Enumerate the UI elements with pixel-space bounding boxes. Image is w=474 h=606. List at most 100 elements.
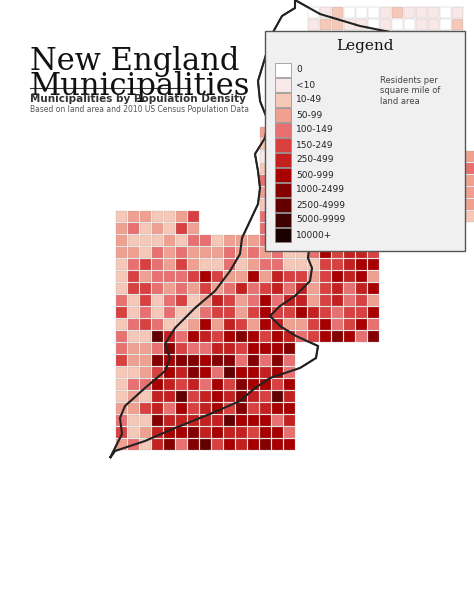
Bar <box>452 55 463 66</box>
Bar <box>152 415 163 426</box>
Bar <box>212 403 223 414</box>
Bar <box>368 91 379 102</box>
Bar <box>188 355 199 366</box>
Bar <box>428 79 439 90</box>
Bar <box>344 19 355 30</box>
Bar <box>308 115 319 126</box>
Bar <box>380 7 391 18</box>
Bar <box>224 295 235 306</box>
Bar <box>452 67 463 78</box>
Bar <box>404 67 415 78</box>
Bar <box>188 415 199 426</box>
Bar <box>188 259 199 270</box>
Bar <box>368 187 379 198</box>
Bar <box>260 403 271 414</box>
Bar <box>140 343 151 354</box>
Bar <box>296 295 307 306</box>
Bar <box>200 307 211 318</box>
Bar <box>392 163 403 174</box>
Bar <box>392 151 403 162</box>
Bar <box>368 271 379 282</box>
Bar <box>212 235 223 246</box>
Bar <box>404 55 415 66</box>
Bar <box>344 283 355 294</box>
Bar <box>416 139 427 150</box>
Bar <box>308 43 319 54</box>
Bar <box>308 211 319 222</box>
Bar <box>224 271 235 282</box>
Bar <box>272 139 283 150</box>
Bar <box>344 175 355 186</box>
Bar <box>260 271 271 282</box>
Bar <box>188 295 199 306</box>
Bar <box>452 91 463 102</box>
Bar <box>452 163 463 174</box>
Bar <box>164 427 175 438</box>
Bar <box>320 67 331 78</box>
Bar <box>452 139 463 150</box>
Bar <box>272 175 283 186</box>
Bar <box>164 379 175 390</box>
Bar <box>428 43 439 54</box>
Bar <box>272 355 283 366</box>
Bar <box>320 307 331 318</box>
Bar <box>284 415 295 426</box>
Bar <box>452 79 463 90</box>
Bar <box>188 223 199 234</box>
Bar <box>368 79 379 90</box>
Bar <box>320 187 331 198</box>
Bar <box>164 331 175 342</box>
Bar <box>368 151 379 162</box>
Bar <box>260 307 271 318</box>
Bar <box>116 223 127 234</box>
Bar <box>440 55 451 66</box>
Bar <box>188 367 199 378</box>
Bar <box>320 163 331 174</box>
Bar <box>452 175 463 186</box>
Bar <box>128 223 139 234</box>
Bar <box>356 7 367 18</box>
Bar <box>332 115 343 126</box>
Bar <box>164 259 175 270</box>
Bar <box>308 163 319 174</box>
Bar <box>332 331 343 342</box>
Bar <box>164 295 175 306</box>
Bar <box>140 403 151 414</box>
Bar <box>452 187 463 198</box>
Bar <box>392 127 403 138</box>
Bar <box>224 247 235 258</box>
Bar <box>308 295 319 306</box>
Bar <box>332 283 343 294</box>
Bar <box>152 343 163 354</box>
Bar <box>152 367 163 378</box>
Bar <box>380 103 391 114</box>
Bar <box>212 439 223 450</box>
Bar <box>260 355 271 366</box>
Bar <box>344 187 355 198</box>
Bar <box>320 103 331 114</box>
Bar <box>320 223 331 234</box>
Bar <box>356 79 367 90</box>
Bar <box>236 331 247 342</box>
Bar <box>356 31 367 42</box>
Bar <box>152 319 163 330</box>
Bar <box>284 127 295 138</box>
Bar <box>332 307 343 318</box>
Bar <box>116 403 127 414</box>
Bar <box>224 403 235 414</box>
Bar <box>260 127 271 138</box>
Bar <box>356 295 367 306</box>
Bar <box>320 55 331 66</box>
Bar <box>260 283 271 294</box>
Bar <box>176 391 187 402</box>
Bar <box>164 319 175 330</box>
Bar <box>284 307 295 318</box>
Bar <box>128 235 139 246</box>
Text: 150-249: 150-249 <box>296 141 334 150</box>
Bar <box>332 151 343 162</box>
Bar <box>344 319 355 330</box>
Bar <box>344 211 355 222</box>
Bar <box>416 199 427 210</box>
Bar <box>224 415 235 426</box>
Bar <box>116 355 127 366</box>
